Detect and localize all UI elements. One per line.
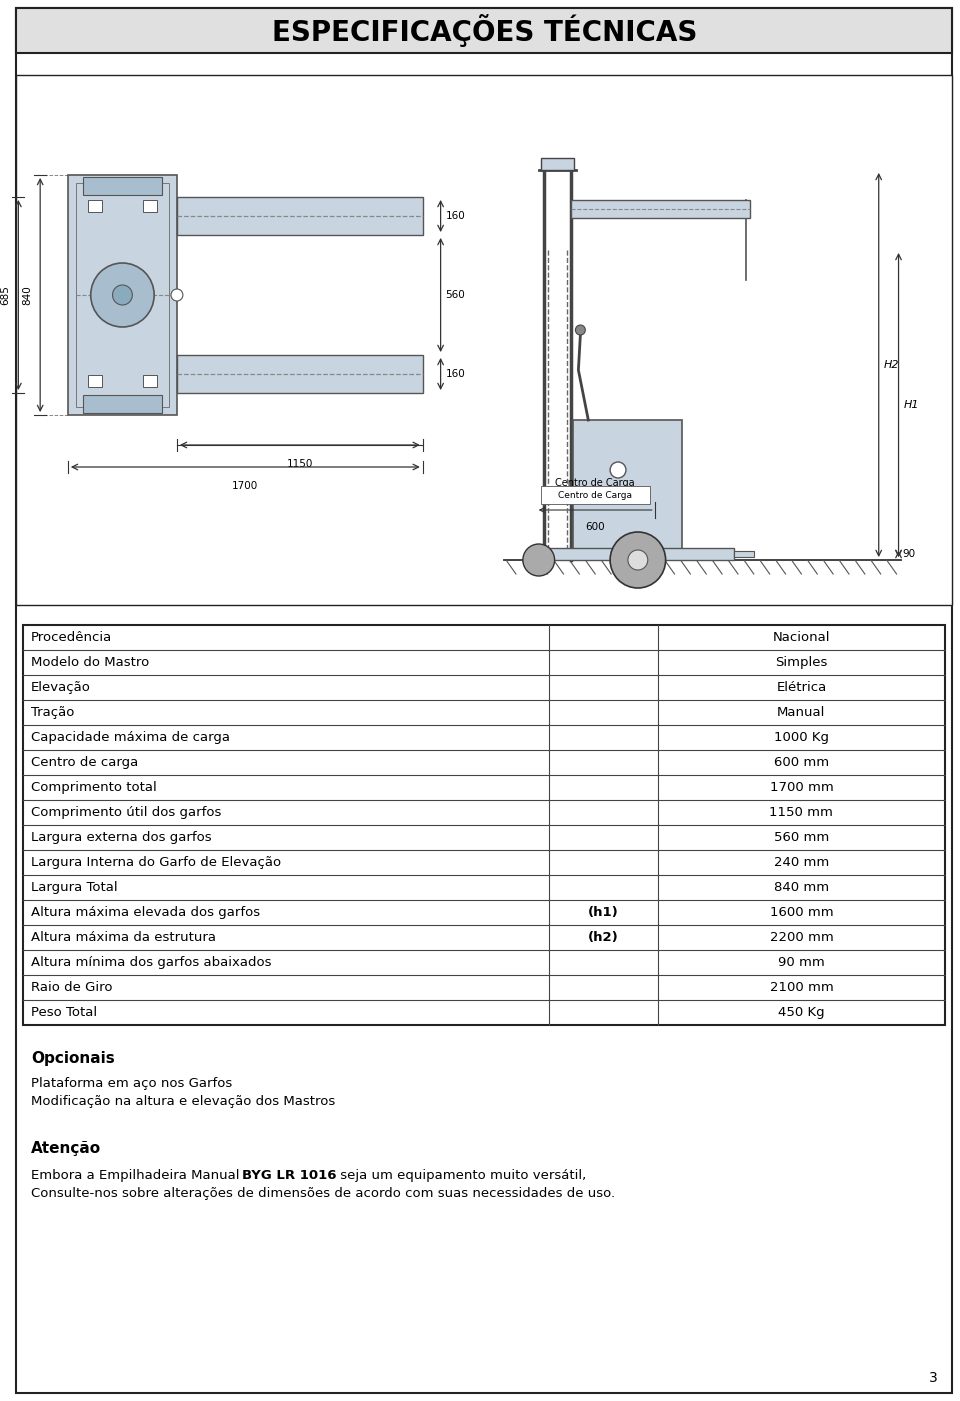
Bar xyxy=(68,175,177,415)
Circle shape xyxy=(112,284,132,305)
Bar xyxy=(87,200,102,212)
Text: Elevação: Elevação xyxy=(32,681,91,693)
Bar xyxy=(177,198,422,235)
Circle shape xyxy=(90,263,155,326)
Bar xyxy=(16,76,952,605)
Text: Capacidade máxima de carga: Capacidade máxima de carga xyxy=(32,731,230,744)
Text: 560 mm: 560 mm xyxy=(774,831,829,843)
Bar xyxy=(143,200,157,212)
Bar xyxy=(536,548,734,560)
Text: 90 mm: 90 mm xyxy=(778,955,825,969)
Text: 600: 600 xyxy=(586,523,605,532)
Text: Nacional: Nacional xyxy=(773,630,830,644)
Bar xyxy=(23,625,946,1026)
Text: Raio de Giro: Raio de Giro xyxy=(32,981,112,993)
Text: Comprimento útil dos garfos: Comprimento útil dos garfos xyxy=(32,806,222,820)
Text: 1700: 1700 xyxy=(232,481,258,490)
Text: 560: 560 xyxy=(445,290,466,300)
Text: BYG LR 1016: BYG LR 1016 xyxy=(242,1168,337,1182)
Text: Largura externa dos garfos: Largura externa dos garfos xyxy=(32,831,212,843)
Bar xyxy=(540,158,574,170)
Bar xyxy=(571,200,750,219)
Text: 1000 Kg: 1000 Kg xyxy=(774,731,828,744)
Text: 90: 90 xyxy=(902,549,916,559)
Text: Comprimento total: Comprimento total xyxy=(32,780,157,794)
Bar xyxy=(87,375,102,387)
Text: Manual: Manual xyxy=(778,706,826,719)
Bar xyxy=(83,395,162,413)
Circle shape xyxy=(611,532,665,588)
Text: (h1): (h1) xyxy=(588,906,618,919)
Bar xyxy=(76,184,169,408)
Text: Altura máxima da estrutura: Altura máxima da estrutura xyxy=(32,932,216,944)
Circle shape xyxy=(575,325,586,335)
Text: Centro de Carga: Centro de Carga xyxy=(556,478,636,488)
Bar xyxy=(143,375,157,387)
Text: Modelo do Mastro: Modelo do Mastro xyxy=(32,656,150,670)
Text: Procedência: Procedência xyxy=(32,630,112,644)
Text: Altura máxima elevada dos garfos: Altura máxima elevada dos garfos xyxy=(32,906,260,919)
Circle shape xyxy=(171,289,183,301)
Text: seja um equipamento muito versátil,: seja um equipamento muito versátil, xyxy=(336,1168,586,1182)
Text: Opcionais: Opcionais xyxy=(32,1051,115,1066)
Text: 2100 mm: 2100 mm xyxy=(770,981,833,993)
Text: 1150 mm: 1150 mm xyxy=(770,806,833,820)
Text: 240 mm: 240 mm xyxy=(774,856,829,869)
Text: 685: 685 xyxy=(0,284,11,305)
Text: 1700 mm: 1700 mm xyxy=(770,780,833,794)
Circle shape xyxy=(628,551,648,570)
Text: Centro de carga: Centro de carga xyxy=(32,757,138,769)
Bar xyxy=(177,354,422,394)
Text: H2: H2 xyxy=(883,360,900,370)
Text: 600 mm: 600 mm xyxy=(774,757,829,769)
Text: Elétrica: Elétrica xyxy=(777,681,827,693)
Bar xyxy=(573,420,683,560)
Text: 450 Kg: 450 Kg xyxy=(779,1006,825,1019)
Text: Largura Total: Largura Total xyxy=(32,881,118,894)
Bar xyxy=(734,551,754,558)
Text: 2200 mm: 2200 mm xyxy=(770,932,833,944)
Text: Largura Interna do Garfo de Elevação: Largura Interna do Garfo de Elevação xyxy=(32,856,281,869)
Text: Peso Total: Peso Total xyxy=(32,1006,97,1019)
Text: 160: 160 xyxy=(445,368,466,380)
Text: 160: 160 xyxy=(445,212,466,221)
Text: 1600 mm: 1600 mm xyxy=(770,906,833,919)
Text: 840 mm: 840 mm xyxy=(774,881,829,894)
Text: Embora a Empilhadeira Manual: Embora a Empilhadeira Manual xyxy=(32,1168,244,1182)
Circle shape xyxy=(611,462,626,478)
Text: Consulte-nos sobre alterações de dimensões de acordo com suas necessidades de us: Consulte-nos sobre alterações de dimensõ… xyxy=(32,1187,615,1201)
Text: 3: 3 xyxy=(928,1372,937,1386)
Text: Plataforma em aço nos Garfos: Plataforma em aço nos Garfos xyxy=(32,1077,232,1090)
Text: Modificação na altura e elevação dos Mastros: Modificação na altura e elevação dos Mas… xyxy=(32,1096,335,1108)
Bar xyxy=(540,486,650,504)
Circle shape xyxy=(523,544,555,576)
Bar xyxy=(16,8,952,53)
Text: ESPECIFICAÇÕES TÉCNICAS: ESPECIFICAÇÕES TÉCNICAS xyxy=(272,14,697,48)
Text: Centro de Carga: Centro de Carga xyxy=(558,490,633,500)
Text: 840: 840 xyxy=(22,286,33,305)
Text: H1: H1 xyxy=(903,401,919,410)
Text: Simples: Simples xyxy=(776,656,828,670)
Text: Tração: Tração xyxy=(32,706,75,719)
Text: 1150: 1150 xyxy=(287,460,313,469)
Text: Altura mínima dos garfos abaixados: Altura mínima dos garfos abaixados xyxy=(32,955,272,969)
Text: (h2): (h2) xyxy=(588,932,618,944)
Text: Atenção: Atenção xyxy=(32,1140,102,1156)
Bar xyxy=(83,177,162,195)
